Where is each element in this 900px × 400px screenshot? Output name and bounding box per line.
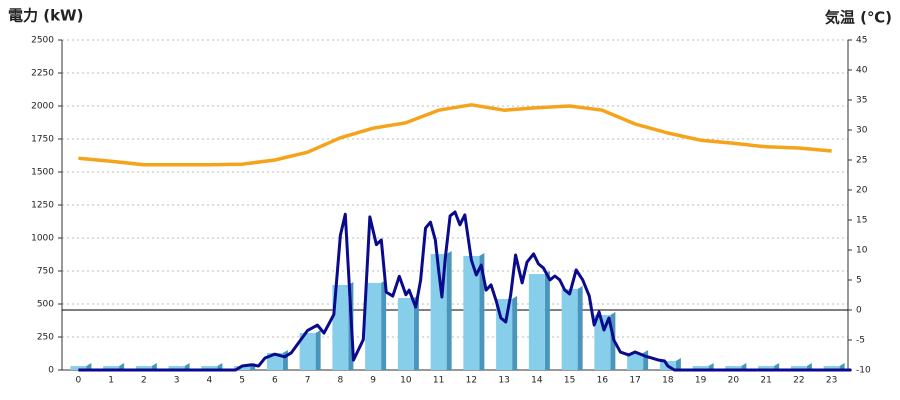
bar-side: [806, 363, 812, 370]
y2-tick-label: 5: [856, 276, 862, 286]
bar-side: [774, 363, 780, 370]
x-tick-label: 10: [400, 376, 412, 386]
x-tick-label: 5: [239, 376, 245, 386]
x-tick-label: 12: [466, 376, 477, 386]
bar: [103, 366, 120, 370]
x-tick-label: 19: [695, 376, 707, 386]
bar-side: [577, 285, 583, 370]
bar: [758, 366, 775, 370]
bar: [365, 282, 382, 370]
bar: [332, 284, 349, 370]
right-axis-title: 気温 (℃): [825, 9, 892, 27]
x-tick-label: 13: [498, 376, 509, 386]
bar: [561, 288, 578, 370]
bar: [201, 366, 218, 370]
y-tick-label: 2500: [31, 36, 54, 46]
x-tick-label: 15: [564, 376, 575, 386]
bar: [790, 366, 807, 370]
y2-tick-label: 20: [856, 186, 868, 196]
y-tick-label: 2250: [31, 69, 54, 79]
y2-tick-label: 40: [856, 66, 868, 76]
bar: [135, 366, 152, 370]
y2-tick-label: 10: [856, 246, 868, 256]
y-tick-label: 2000: [31, 102, 54, 112]
y-tick-label: 0: [48, 366, 54, 376]
left-axis-title: 電力 (kW): [8, 7, 83, 25]
x-tick-label: 20: [728, 376, 740, 386]
x-tick-label: 17: [629, 376, 640, 386]
bar-side: [119, 363, 125, 370]
y-tick-label: 500: [37, 300, 54, 310]
x-tick-label: 21: [760, 376, 771, 386]
x-tick-label: 9: [370, 376, 376, 386]
bar-side: [839, 363, 845, 370]
bar-side: [643, 349, 649, 370]
bar-side: [282, 349, 288, 370]
bar: [528, 274, 545, 370]
bar-side: [512, 295, 518, 370]
bar-side: [413, 295, 419, 370]
y2-tick-label: 35: [856, 96, 867, 106]
y2-tick-label: -10: [856, 366, 871, 376]
x-tick-label: 16: [597, 376, 609, 386]
bar: [463, 255, 480, 370]
x-tick-label: 2: [141, 376, 147, 386]
y-tick-label: 250: [37, 333, 54, 343]
y2-tick-label: -5: [856, 336, 865, 346]
x-tick-label: 11: [433, 376, 444, 386]
bar-side: [315, 330, 321, 370]
bar-side: [381, 279, 387, 370]
x-tick-label: 14: [531, 376, 543, 386]
bar: [299, 333, 316, 370]
x-tick-label: 23: [826, 376, 837, 386]
y-tick-label: 1500: [31, 168, 54, 178]
y-tick-label: 1750: [31, 135, 54, 145]
bar: [397, 298, 414, 370]
bar-side: [544, 271, 550, 370]
bar-side: [184, 363, 190, 370]
bar-side: [708, 363, 714, 370]
bar: [627, 352, 644, 370]
temperature-line: [78, 103, 832, 167]
bar: [234, 366, 251, 370]
y-tick-label: 750: [37, 267, 54, 277]
x-tick-label: 1: [108, 376, 114, 386]
bar: [168, 366, 185, 370]
bar: [725, 366, 742, 370]
power-line: [78, 210, 852, 372]
x-tick-label: 4: [207, 376, 213, 386]
y2-tick-label: 15: [856, 216, 867, 226]
x-tick-label: 22: [793, 376, 804, 386]
bar-side: [741, 363, 747, 370]
bar: [70, 366, 87, 370]
y2-tick-label: 30: [856, 126, 868, 136]
x-tick-label: 8: [338, 376, 344, 386]
bar-side: [151, 363, 157, 370]
bar-side: [446, 250, 452, 370]
bar: [692, 366, 709, 370]
bar: [594, 314, 611, 370]
bar-side: [217, 363, 223, 370]
y-tick-label: 1000: [31, 234, 54, 244]
x-tick-label: 18: [662, 376, 674, 386]
y2-tick-label: 45: [856, 36, 867, 46]
bar: [823, 366, 840, 370]
x-tick-label: 6: [272, 376, 278, 386]
y-tick-label: 1250: [31, 201, 54, 211]
x-tick-label: 0: [76, 376, 82, 386]
y2-tick-label: 0: [856, 306, 862, 316]
y2-tick-label: 25: [856, 156, 867, 166]
bar-side: [86, 363, 92, 370]
x-tick-label: 7: [305, 376, 311, 386]
x-tick-label: 3: [174, 376, 180, 386]
bar-side: [675, 358, 681, 370]
